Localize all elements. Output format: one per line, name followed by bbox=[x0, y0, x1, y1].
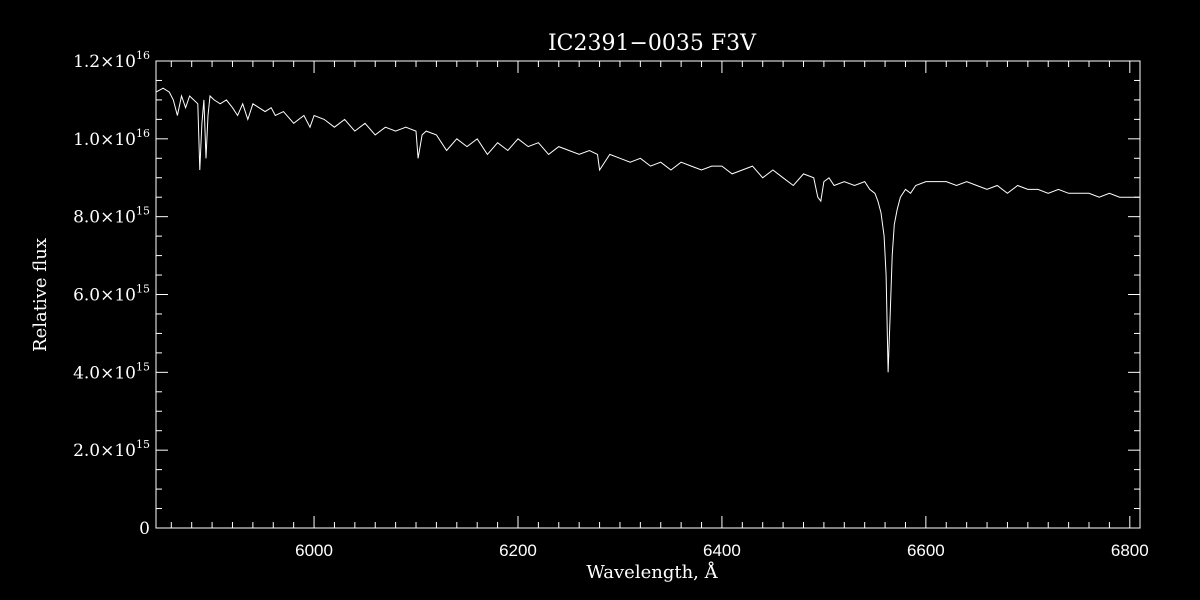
y-tick-label: 4.0×1015 bbox=[73, 360, 150, 383]
y-tick-label: 1.0×1016 bbox=[73, 127, 150, 150]
x-tick-label: 6200 bbox=[499, 541, 537, 560]
tick-labels: 6000 6200 6400 6600 6800 0 2.0×1015 4.0×1015 6.0… bbox=[73, 49, 1149, 560]
axis-ticks bbox=[156, 60, 1140, 529]
x-axis-label: Wavelength, Å bbox=[586, 561, 718, 583]
y-axis-label: Relative flux bbox=[30, 238, 51, 352]
x-tick-label: 6600 bbox=[907, 541, 945, 560]
x-tick-label: 6000 bbox=[295, 541, 333, 560]
y-tick-label: 8.0×1015 bbox=[73, 205, 150, 228]
y-tick-label: 2.0×1015 bbox=[73, 438, 150, 461]
spectrum-line bbox=[155, 87, 1140, 373]
x-tick-label: 6800 bbox=[1111, 541, 1149, 560]
y-tick-label: 0 bbox=[139, 519, 150, 539]
plot-frame bbox=[155, 60, 1141, 529]
y-tick-label: 6.0×1015 bbox=[73, 283, 150, 306]
y-tick-label: 1.2×1016 bbox=[73, 49, 150, 72]
x-tick-label: 6400 bbox=[703, 541, 741, 560]
chart-title: IC2391−0035 F3V bbox=[548, 31, 757, 56]
